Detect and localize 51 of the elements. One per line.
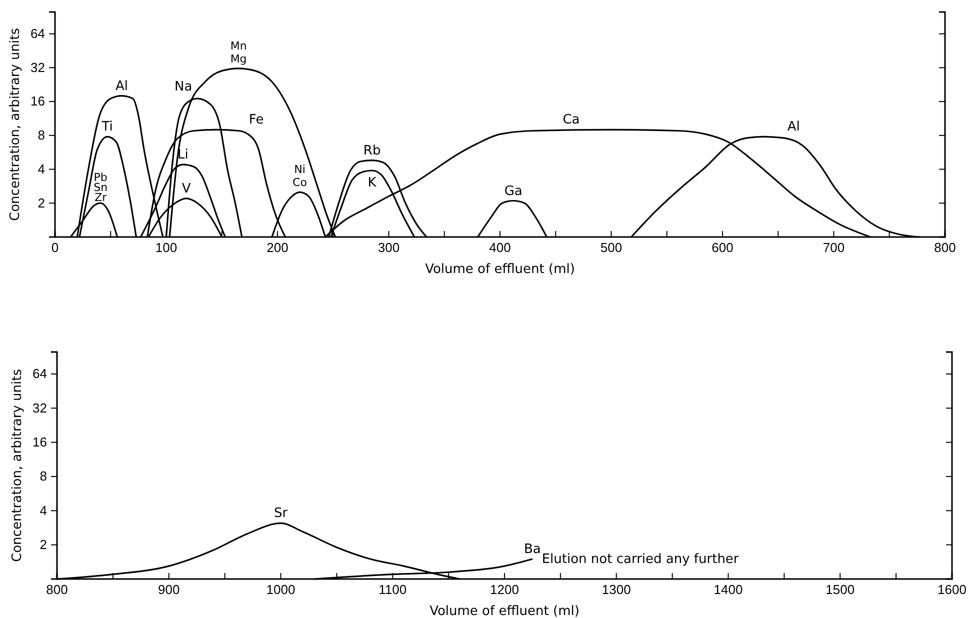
series-label: Ba xyxy=(524,542,541,558)
y-tick-label: 2 xyxy=(40,536,47,552)
y-tick-label: 64 xyxy=(30,26,45,41)
y-tick-label: 64 xyxy=(32,366,47,382)
x-axis-title: Volume of effluent (ml) xyxy=(425,262,575,277)
x-tick-label: 800 xyxy=(934,240,956,256)
y-tick-label: 8 xyxy=(38,128,45,143)
series-label: Ga xyxy=(504,184,522,199)
x-tick-label: 1200 xyxy=(490,582,519,598)
y-tick-label: 32 xyxy=(32,400,47,416)
series-label: Fe xyxy=(248,112,264,128)
x-tick-label: 100 xyxy=(155,240,178,256)
x-axis-title: Volume of effluent (ml) xyxy=(430,604,580,618)
series-label: Na xyxy=(174,80,192,95)
series-label: Ni Co xyxy=(292,163,308,190)
series-label: Ti xyxy=(100,120,113,135)
x-tick-label: 900 xyxy=(158,582,180,598)
series-label: V xyxy=(182,181,191,196)
y-tick-label: 32 xyxy=(30,60,45,75)
x-tick-label: 0 xyxy=(51,240,59,256)
x-tick-label: 1400 xyxy=(714,582,743,598)
series-label: Mn Mg xyxy=(230,39,247,66)
x-tick-label: 1600 xyxy=(938,582,966,598)
x-tick-label: 1300 xyxy=(602,582,631,598)
series-label: K xyxy=(368,176,377,191)
x-tick-label: 700 xyxy=(822,240,845,256)
series-label: Al xyxy=(115,78,128,94)
x-tick-label: 200 xyxy=(266,240,288,256)
x-tick-label: 300 xyxy=(378,240,400,256)
x-tick-label: 600 xyxy=(712,240,734,256)
series-label: Sr xyxy=(274,506,288,522)
x-tick-label: 500 xyxy=(600,240,622,256)
y-axis-title: Concentration, arbitrary units xyxy=(8,28,23,221)
series-label: Ca xyxy=(562,112,580,128)
y-tick-label: 4 xyxy=(38,161,45,176)
y-tick-label: 16 xyxy=(30,94,45,109)
series-label: Al xyxy=(787,120,800,135)
series-label: Pb Sn Zr xyxy=(94,171,108,204)
x-tick-label: 400 xyxy=(489,240,511,256)
x-tick-label: 1000 xyxy=(266,582,296,598)
y-tick-label: 2 xyxy=(38,195,45,210)
y-tick-label: 8 xyxy=(40,468,47,484)
y-tick-label: 4 xyxy=(40,502,47,518)
x-tick-label: 800 xyxy=(46,582,68,598)
y-axis-title: Concentration, arbitrary units xyxy=(10,368,25,562)
x-tick-label: 1100 xyxy=(378,582,407,598)
x-tick-label: 1500 xyxy=(826,582,855,598)
series-label: Li xyxy=(178,148,188,163)
annotation: Elution not carried any further xyxy=(542,552,740,568)
y-tick-label: 16 xyxy=(32,434,47,450)
series-label: Rb xyxy=(363,143,381,158)
